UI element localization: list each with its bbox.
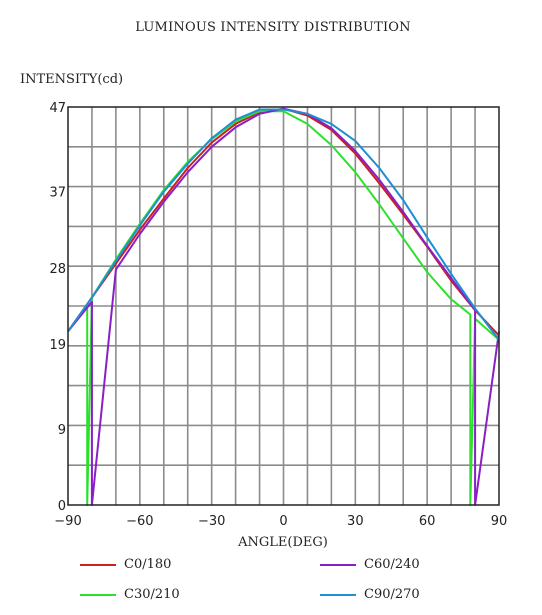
series-lines	[67, 107, 500, 506]
x-tick-label: 30	[347, 514, 364, 529]
x-tick-label: 90	[491, 514, 508, 529]
x-tick-label: 0	[279, 514, 287, 529]
x-tick-label: −90	[54, 514, 81, 529]
x-tick-label: −30	[198, 514, 225, 529]
y-tick-label: 47	[49, 101, 66, 116]
y-tick-label: 19	[49, 338, 66, 353]
x-tick-label: −60	[126, 514, 153, 529]
y-axis-label: INTENSITY(cd)	[20, 72, 124, 87]
series-line-c90-270	[67, 108, 500, 341]
tick-labels: −90 −60 −30 0 30 60 90 0 9 19 28 37 47	[49, 101, 507, 529]
plot-frame	[67, 106, 500, 506]
y-tick-label: 37	[49, 186, 66, 201]
x-axis-label: ANGLE(DEG)	[238, 535, 328, 550]
grid	[68, 107, 499, 505]
y-tick-label: 28	[49, 262, 66, 277]
y-tick-label: 9	[58, 423, 66, 438]
y-tick-label: 0	[58, 499, 66, 514]
x-tick-label: 60	[419, 514, 436, 529]
chart-title: LUMINOUS INTENSITY DISTRIBUTION	[135, 20, 411, 35]
